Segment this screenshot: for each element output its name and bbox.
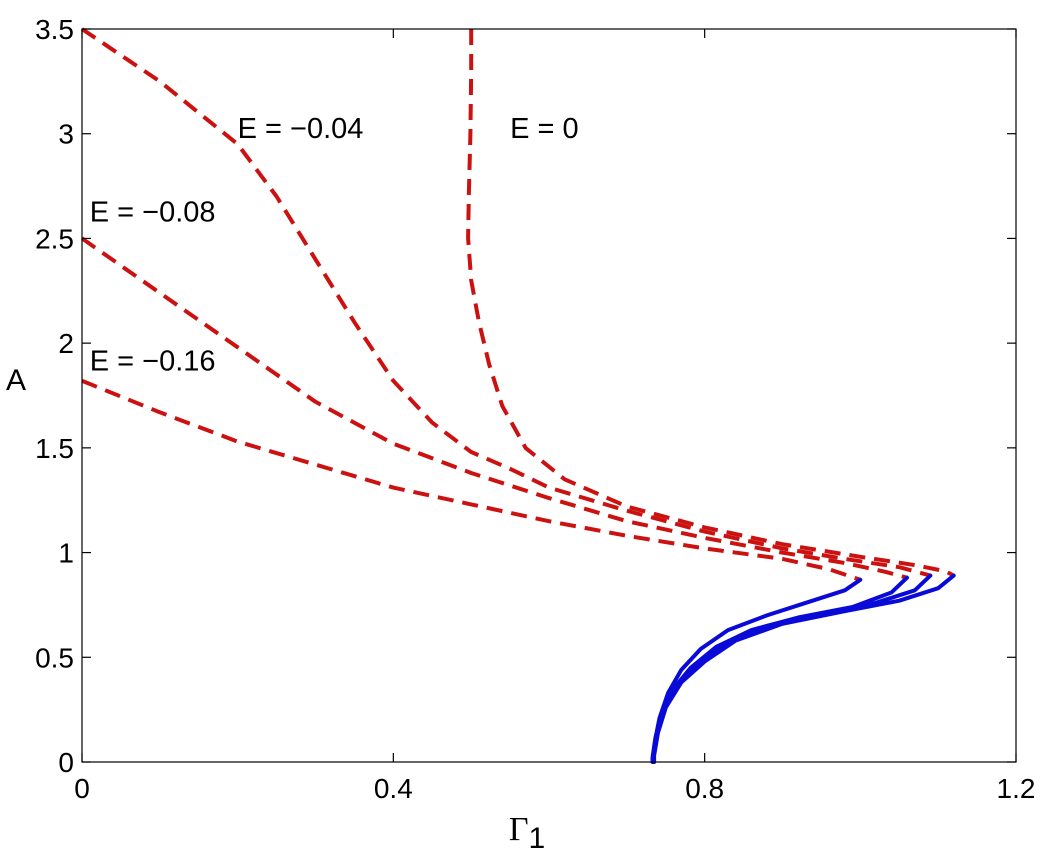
plot-background — [82, 29, 1016, 762]
y-tick-label: 3.5 — [35, 14, 74, 45]
plot-frame — [81, 28, 1017, 763]
annotation-layer: E = 0 E = −0.04 E = −0.08 E = −0.16 — [90, 113, 579, 377]
x-tick-label: 1.2 — [997, 773, 1036, 804]
curve-label: E = −0.04 — [238, 113, 364, 145]
y-tick-label: 1 — [58, 538, 74, 569]
y-tick-label: 0 — [58, 747, 74, 778]
x-tick-label: 0 — [74, 773, 90, 804]
curve-label: E = −0.16 — [90, 345, 216, 377]
curve-label: E = −0.08 — [90, 197, 216, 229]
y-tick-label: 2.5 — [35, 223, 74, 254]
y-axis-label: A — [6, 364, 26, 397]
y-tick-label: 3 — [58, 119, 74, 150]
series-layer — [80, 27, 956, 764]
tick-layer: 0 0.4 0.8 1.2 0 0.5 1 1.5 2 2.5 3 3.5 — [35, 14, 1035, 804]
curve-label: E = 0 — [510, 113, 579, 145]
y-tick-label: 1.5 — [35, 433, 74, 464]
unstable-branch-4 — [81, 378, 861, 582]
stable-branch-8 — [650, 577, 863, 764]
y-tick-label: 2 — [58, 328, 74, 359]
unstable-branch-2 — [80, 27, 931, 578]
unstable-branch-1 — [466, 29, 955, 578]
x-tick-label: 0.4 — [374, 773, 413, 804]
x-axis-label: Γ1 — [509, 811, 545, 852]
x-tick-label: 0.8 — [685, 773, 724, 804]
unstable-branch-3 — [80, 236, 908, 580]
y-tick-label: 0.5 — [35, 642, 74, 673]
